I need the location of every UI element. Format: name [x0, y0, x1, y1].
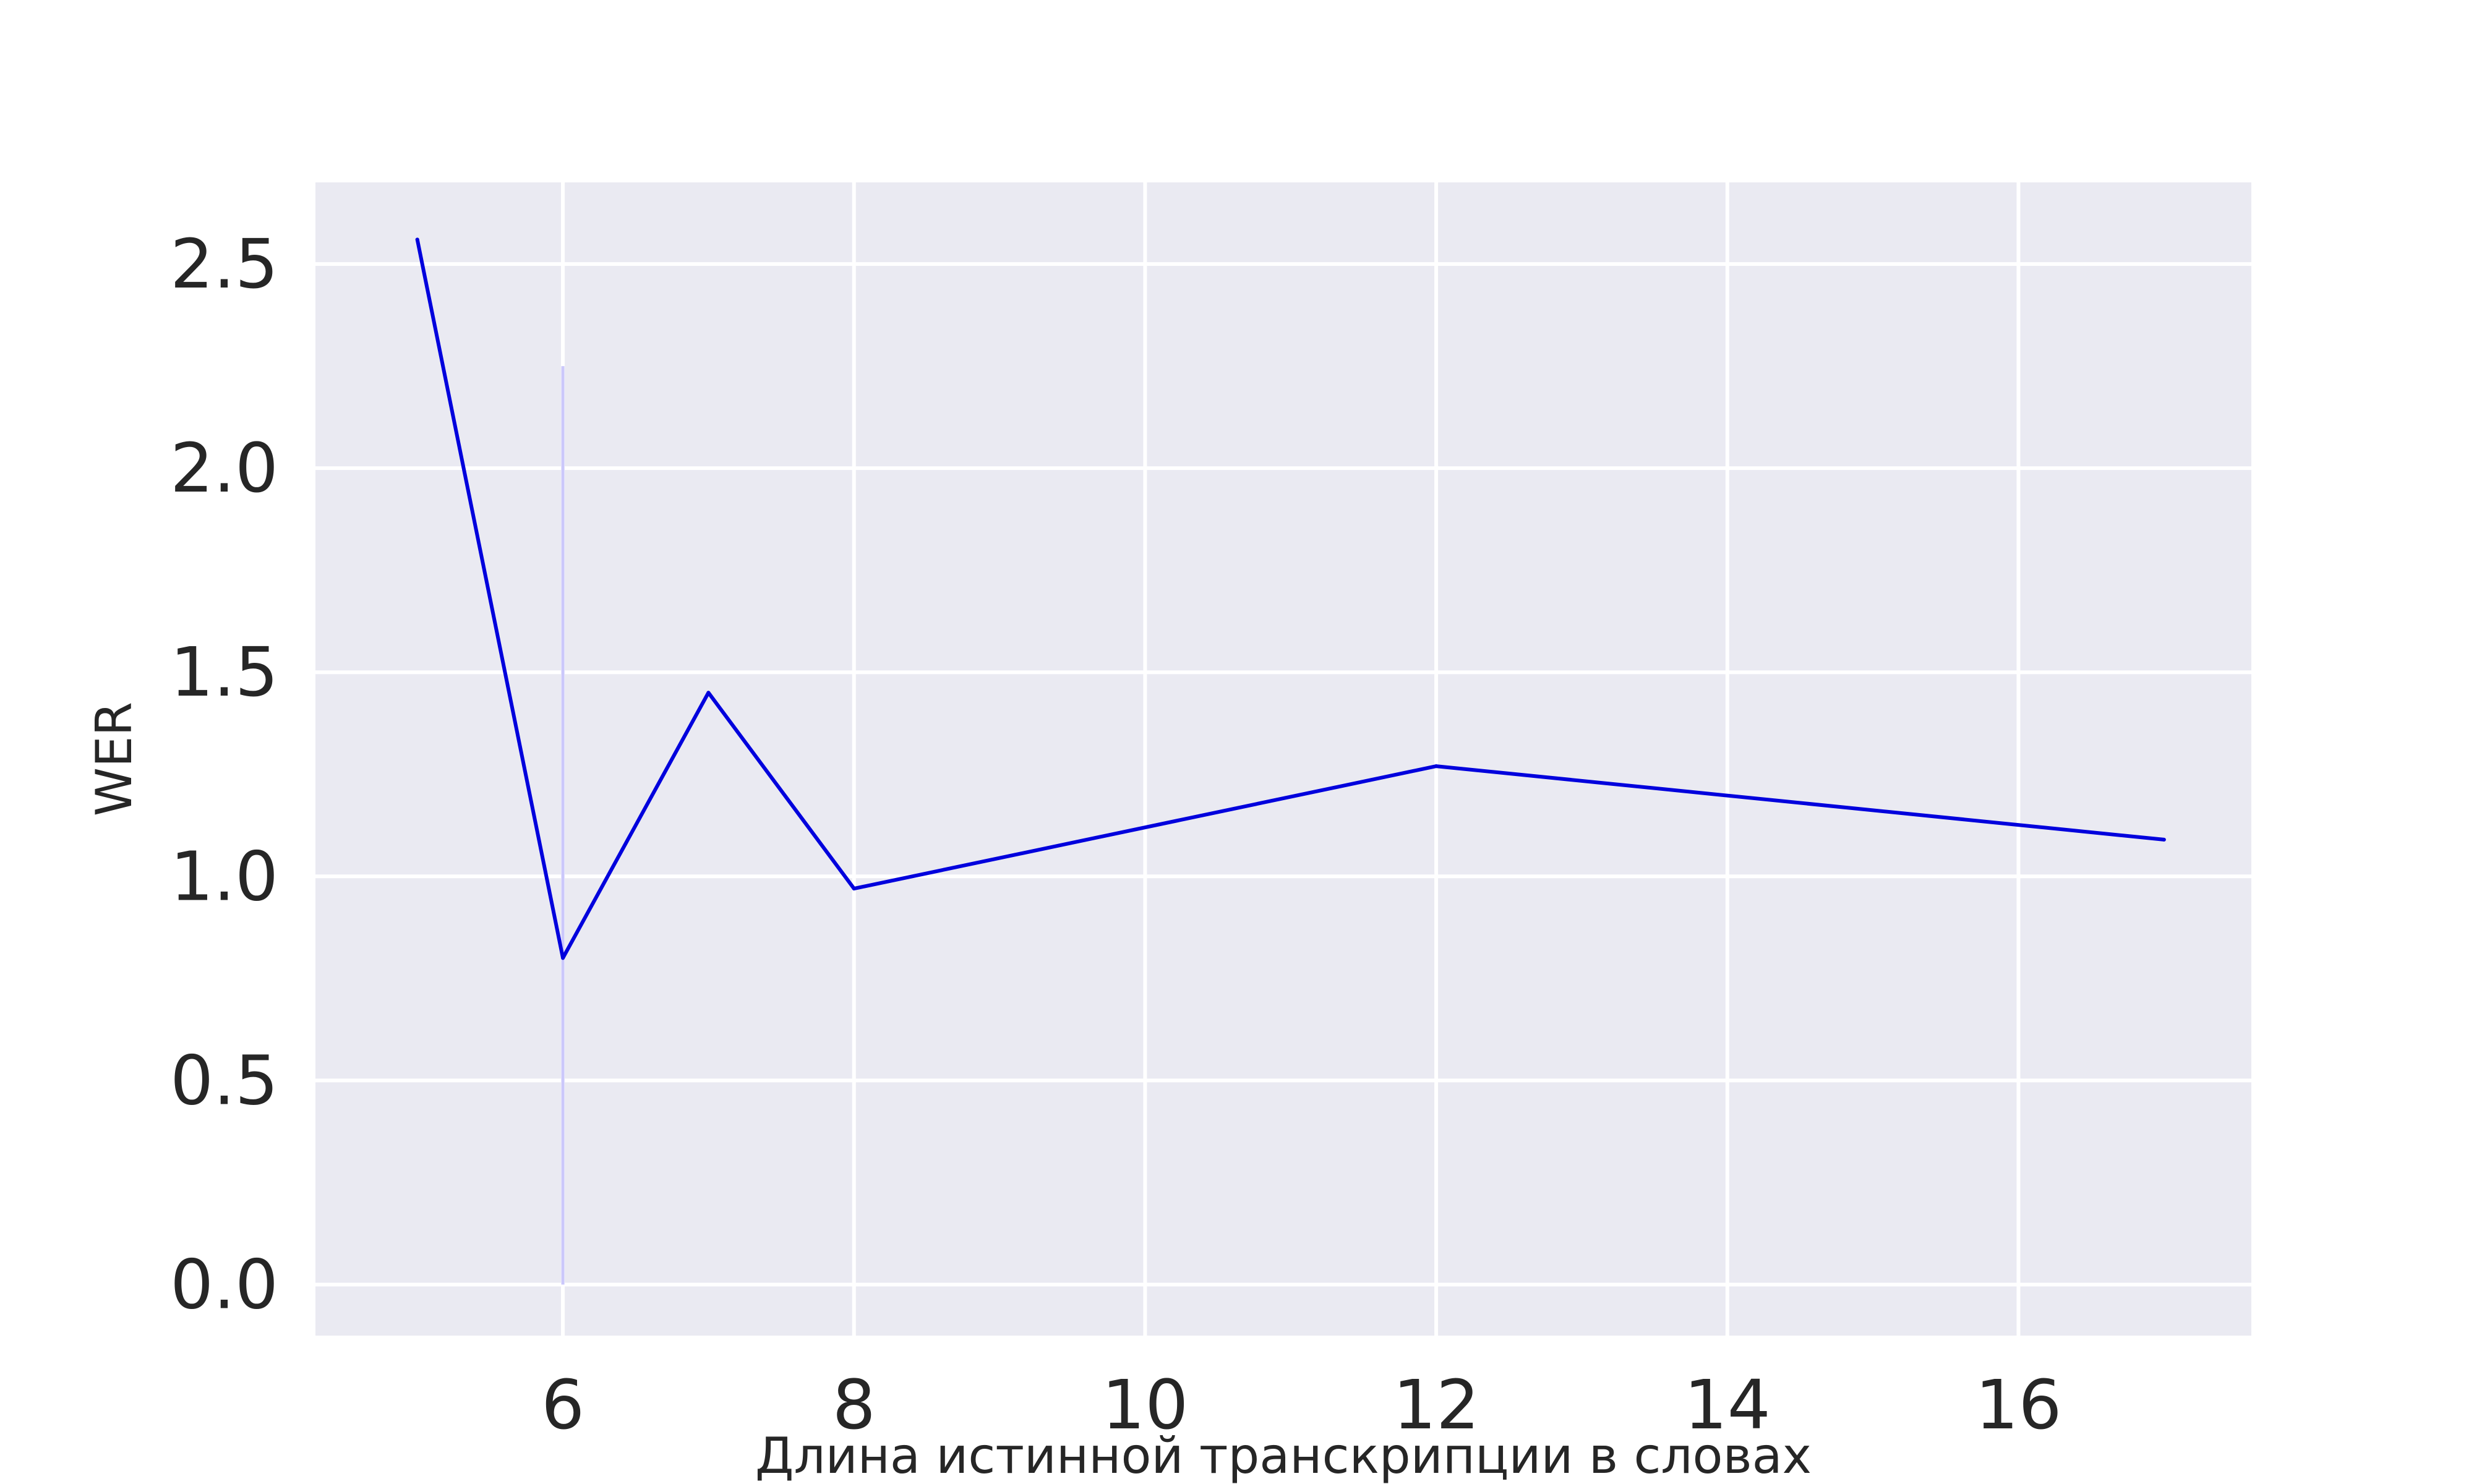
x-tick-label-6: 6: [541, 1365, 584, 1444]
data-point-x-17: [2162, 837, 2166, 842]
y-axis-label: WER: [85, 702, 143, 816]
x-tick-label-12: 12: [1393, 1365, 1479, 1444]
plot-background: [315, 182, 2251, 1336]
data-point-x-6: [561, 956, 565, 960]
data-point-x-12: [1434, 764, 1439, 769]
y-grid: [315, 262, 2251, 1287]
x-tick-label-14: 14: [1684, 1365, 1771, 1444]
x-tick-label-8: 8: [833, 1365, 876, 1444]
x-axis-label: Длина истинной транскрипции в словах: [755, 1427, 1812, 1484]
data-point-x-7: [706, 691, 711, 695]
y-tick-label-1.5: 1.5: [170, 633, 278, 712]
series-line-0: [415, 237, 2166, 960]
y-tick-label-2.0: 2.0: [170, 429, 278, 508]
y-tick-label-0.5: 0.5: [170, 1041, 278, 1120]
y-tick-label-2.5: 2.5: [170, 224, 278, 304]
data-point-x-5: [415, 237, 419, 242]
y-tick-labels: 0.0 0.5 1.0 1.5 2.0 2.5: [170, 224, 278, 1324]
y-tick-label-1.0: 1.0: [170, 837, 278, 916]
x-tick-labels: 6 8 10 12 14 16: [541, 1365, 2061, 1444]
x-tick-label-16: 16: [1975, 1365, 2061, 1444]
x-tick-label-10: 10: [1102, 1365, 1188, 1444]
data-point-x-8: [852, 887, 856, 891]
y-tick-label-0.0: 0.0: [170, 1245, 278, 1324]
series-lines: [415, 237, 2166, 960]
